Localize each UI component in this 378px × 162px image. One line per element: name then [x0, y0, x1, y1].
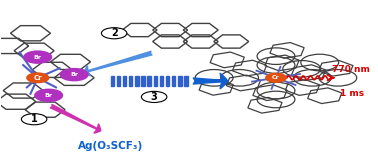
Circle shape: [101, 28, 127, 39]
Bar: [172, 76, 175, 86]
Bar: [117, 76, 120, 86]
FancyArrowPatch shape: [84, 51, 152, 76]
Bar: [129, 76, 132, 86]
Bar: [123, 76, 126, 86]
Bar: [110, 76, 114, 86]
Bar: [160, 76, 163, 86]
Circle shape: [60, 69, 88, 81]
Text: Br: Br: [45, 93, 53, 98]
Circle shape: [35, 89, 62, 101]
Circle shape: [141, 91, 167, 103]
Circle shape: [27, 73, 49, 83]
Bar: [153, 76, 157, 86]
Text: Ag(O₃SCF₃): Ag(O₃SCF₃): [78, 141, 143, 151]
Text: 2: 2: [111, 28, 118, 38]
Text: Cr: Cr: [272, 75, 280, 80]
Bar: [184, 76, 188, 86]
Bar: [166, 76, 169, 86]
Circle shape: [24, 51, 51, 63]
Circle shape: [266, 73, 286, 82]
Text: Br: Br: [34, 55, 42, 60]
Bar: [178, 76, 181, 86]
Bar: [135, 76, 138, 86]
Text: 1 ms: 1 ms: [340, 89, 364, 98]
Text: Br: Br: [70, 72, 78, 77]
Bar: [147, 76, 151, 86]
FancyArrowPatch shape: [50, 104, 101, 133]
Text: 770 nm: 770 nm: [332, 65, 370, 74]
Circle shape: [22, 114, 47, 125]
Text: Cr: Cr: [33, 75, 42, 81]
Text: 1: 1: [31, 114, 37, 124]
Text: 3: 3: [151, 92, 158, 102]
Bar: [141, 76, 145, 86]
FancyArrowPatch shape: [193, 73, 228, 89]
